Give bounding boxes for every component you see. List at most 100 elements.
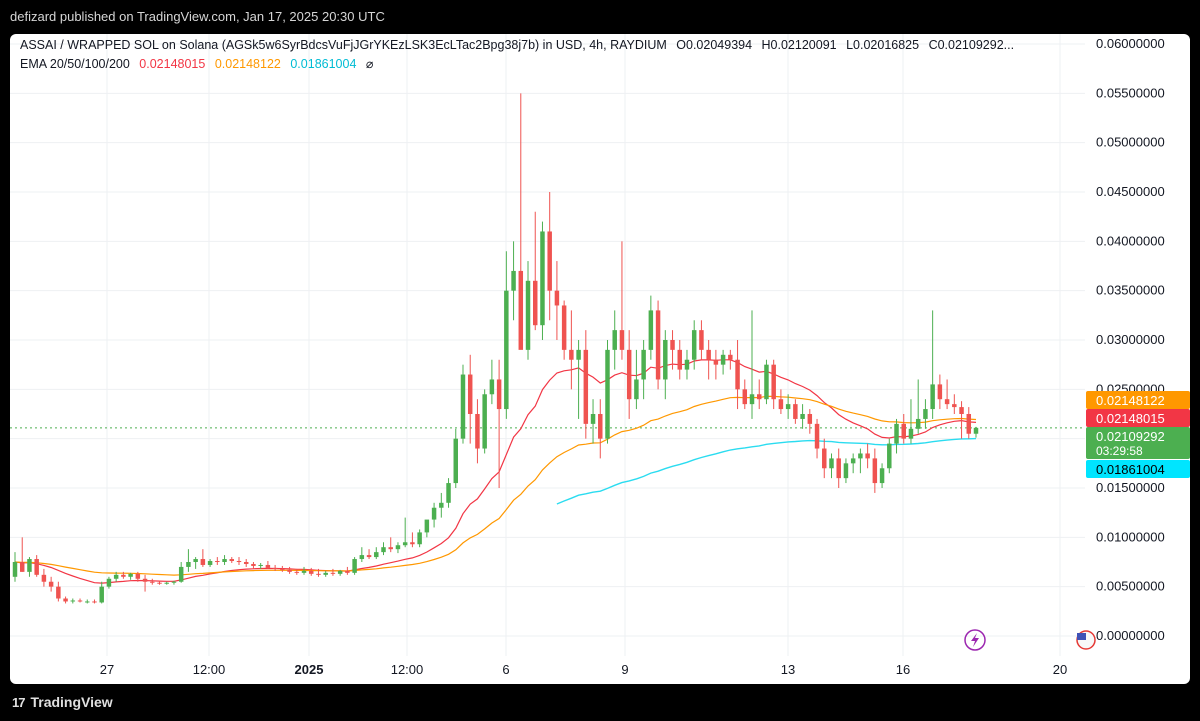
candle-body bbox=[655, 310, 661, 380]
price-tag-label: 0.02109292 bbox=[1096, 429, 1165, 444]
candle-body bbox=[207, 561, 213, 565]
candle-body bbox=[309, 570, 314, 574]
countdown-label: 03:29:58 bbox=[1096, 444, 1143, 458]
candle-body bbox=[728, 354, 733, 360]
candle-body bbox=[128, 573, 133, 577]
candle-body bbox=[952, 404, 957, 408]
candle-body bbox=[937, 384, 943, 400]
candle-body bbox=[489, 379, 495, 395]
candle-body bbox=[619, 330, 625, 350]
candle-body bbox=[27, 559, 32, 572]
y-tick-label: 0.05000000 bbox=[1096, 135, 1165, 150]
candle-body bbox=[178, 566, 184, 582]
candle-body bbox=[887, 443, 892, 469]
candle-body bbox=[417, 532, 422, 545]
candle-body bbox=[590, 414, 596, 424]
candle-body bbox=[807, 414, 813, 424]
ema-legend[interactable]: EMA 20/50/100/200 0.02148015 0.02148122 … bbox=[20, 56, 373, 71]
candle-body bbox=[720, 354, 726, 365]
flag-icon-canton bbox=[1077, 633, 1086, 640]
candle-body bbox=[858, 453, 863, 459]
candle-body bbox=[879, 468, 885, 484]
candle-body bbox=[569, 349, 574, 360]
candle-body bbox=[663, 340, 668, 380]
lightning-icon-ring bbox=[964, 629, 986, 651]
candle-body bbox=[446, 483, 451, 503]
candle-body bbox=[92, 601, 97, 603]
y-tick-label: 0.01500000 bbox=[1096, 480, 1165, 495]
candle-body bbox=[330, 572, 336, 574]
candle-body bbox=[901, 423, 906, 439]
ema50-line bbox=[14, 395, 977, 576]
y-tick-label: 0.00500000 bbox=[1096, 579, 1165, 594]
x-tick-label: 6 bbox=[502, 662, 509, 677]
candle-body bbox=[323, 572, 328, 575]
x-tick-label: 9 bbox=[621, 662, 628, 677]
candle-body bbox=[395, 545, 401, 550]
y-tick-label: 0.04000000 bbox=[1096, 233, 1165, 248]
candle-body bbox=[243, 562, 249, 564]
candle-body bbox=[258, 564, 263, 566]
ohlc-close: C0.02109292... bbox=[928, 38, 1015, 52]
x-tick-label: 16 bbox=[896, 662, 910, 677]
candle-body bbox=[648, 310, 654, 350]
ema50-value: 0.02148122 bbox=[214, 57, 281, 71]
symbol-legend[interactable]: ASSAI / WRAPPED SOL on Solana (AGSk5w6Sy… bbox=[20, 38, 1014, 52]
candle-body bbox=[359, 555, 365, 560]
candle-body bbox=[215, 561, 220, 563]
candle-body bbox=[626, 349, 632, 400]
candle-body bbox=[63, 598, 68, 602]
candle-body bbox=[41, 574, 47, 582]
candle-body bbox=[287, 569, 292, 572]
candle-body bbox=[374, 552, 379, 558]
candle-body bbox=[150, 581, 155, 583]
ema-hidden-icon[interactable]: ⌀ bbox=[365, 57, 374, 71]
candle-body bbox=[836, 458, 841, 479]
ohlc-open: O0.02049394 bbox=[676, 38, 753, 52]
candle-body bbox=[34, 559, 39, 575]
candle-body bbox=[48, 581, 54, 587]
candle-body bbox=[533, 280, 538, 326]
candle-body bbox=[518, 270, 524, 350]
candle-body bbox=[402, 542, 408, 546]
candle-body bbox=[865, 453, 870, 459]
candle-body bbox=[56, 586, 61, 599]
candle-body bbox=[200, 559, 206, 565]
candle-body bbox=[742, 389, 748, 405]
candle-body bbox=[684, 359, 690, 370]
tradingview-brand: TradingView bbox=[30, 694, 113, 710]
candle-body bbox=[785, 404, 791, 410]
price-tag-label: 0.02148122 bbox=[1096, 393, 1165, 408]
candle-body bbox=[301, 570, 307, 573]
candlestick-chart[interactable]: 0.06000000 0.05500000 0.05000000 0.04500000… bbox=[10, 34, 1190, 684]
candle-body bbox=[915, 418, 921, 429]
candle-body bbox=[193, 559, 198, 562]
candle-body bbox=[800, 414, 805, 419]
candle-body bbox=[113, 574, 119, 579]
candle-body bbox=[749, 394, 755, 405]
lightning-icon bbox=[964, 629, 986, 651]
candle-body bbox=[973, 427, 979, 434]
candle-body bbox=[424, 519, 430, 533]
candle-body bbox=[106, 578, 112, 587]
candle-body bbox=[439, 502, 444, 508]
candle-body bbox=[410, 542, 415, 545]
chart-panel[interactable]: 0.06000000 0.05500000 0.05000000 0.04500000… bbox=[10, 34, 1190, 684]
candle-body bbox=[525, 280, 531, 350]
candle-body bbox=[453, 438, 458, 484]
ohlc-high: H0.02120091 bbox=[761, 38, 837, 52]
tradingview-logo[interactable]: 17 TradingView bbox=[12, 694, 113, 710]
ema100-line bbox=[556, 437, 977, 505]
x-tick-label: 27 bbox=[100, 662, 114, 677]
candle-body bbox=[316, 573, 321, 575]
lightning-icon-bolt bbox=[971, 633, 979, 647]
candle-body bbox=[294, 571, 300, 573]
candle-body bbox=[388, 547, 393, 550]
candle-body bbox=[605, 349, 610, 439]
candle-body bbox=[764, 364, 769, 400]
tradingview-mark-icon: 17 bbox=[12, 694, 26, 710]
symbol-title: ASSAI / WRAPPED SOL on Solana (AGSk5w6Sy… bbox=[20, 38, 667, 52]
candle-body bbox=[99, 586, 104, 603]
candle-body bbox=[706, 349, 711, 360]
candle-body bbox=[583, 349, 589, 424]
